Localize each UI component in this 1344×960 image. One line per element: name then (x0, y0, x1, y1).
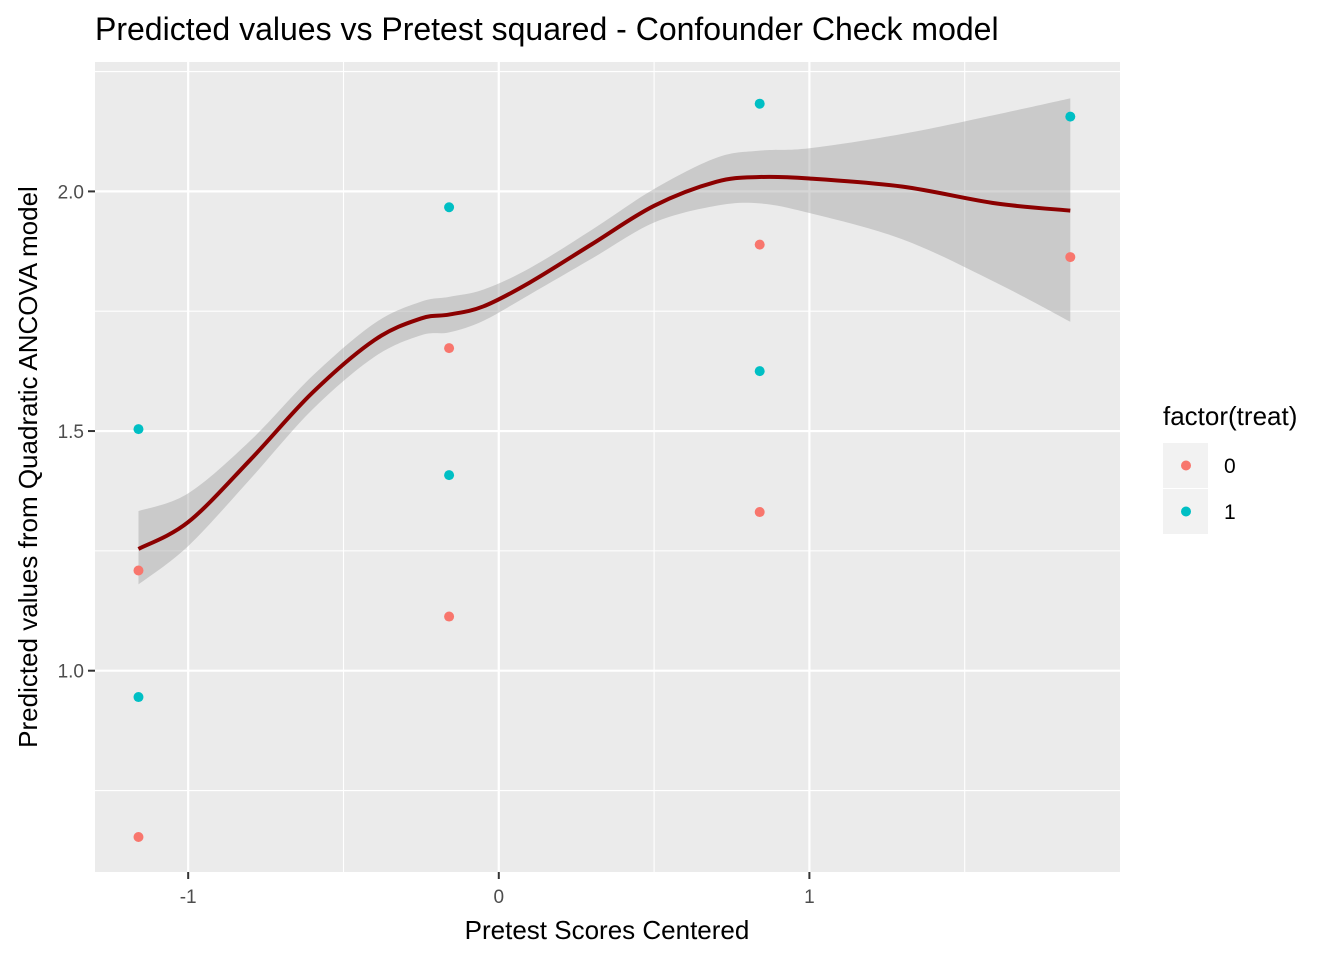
x-tick-label: -1 (180, 887, 197, 908)
data-points (133, 98, 1076, 843)
data-point-treat-1 (444, 202, 455, 213)
legend-entries: 01 (1163, 443, 1236, 534)
plot-panel (95, 62, 1120, 872)
major-grid (95, 62, 1120, 872)
y-axis-ticks: 1.0 1.5 2.0 (58, 182, 95, 683)
legend-key-point (1181, 506, 1191, 517)
chart-title: Predicted values vs Pretest squared - Co… (95, 11, 999, 47)
confidence-ribbon (138, 98, 1071, 585)
data-point-treat-0 (444, 343, 455, 354)
data-point-treat-1 (754, 98, 765, 109)
y-tick-label: 1.5 (58, 422, 84, 443)
y-tick-label: 2.0 (58, 182, 84, 203)
data-point-treat-0 (133, 832, 144, 843)
data-point-treat-0 (444, 611, 455, 622)
data-point-treat-0 (754, 239, 765, 250)
data-point-treat-1 (444, 470, 455, 481)
smooth-line (137, 174, 1071, 551)
legend-label: 0 (1224, 455, 1236, 478)
legend-title: factor(treat) (1163, 401, 1297, 431)
y-tick-label: 1.0 (58, 662, 84, 683)
x-axis-title: Pretest Scores Centered (465, 915, 750, 945)
data-point-treat-0 (133, 565, 144, 576)
data-point-treat-1 (1065, 111, 1076, 122)
legend-label: 1 (1224, 501, 1236, 524)
data-point-treat-1 (133, 424, 144, 435)
data-point-treat-1 (133, 692, 144, 703)
data-point-treat-0 (1065, 252, 1076, 263)
x-tick-label: 1 (804, 887, 815, 908)
y-axis-title: Predicted values from Quadratic ANCOVA m… (13, 186, 43, 748)
x-tick-label: 0 (493, 887, 504, 908)
x-axis-ticks: -1 0 1 (180, 872, 815, 908)
data-point-treat-1 (754, 366, 765, 377)
legend: factor(treat) 01 (1163, 401, 1297, 534)
data-point-treat-0 (754, 507, 765, 518)
legend-key-point (1181, 460, 1191, 471)
